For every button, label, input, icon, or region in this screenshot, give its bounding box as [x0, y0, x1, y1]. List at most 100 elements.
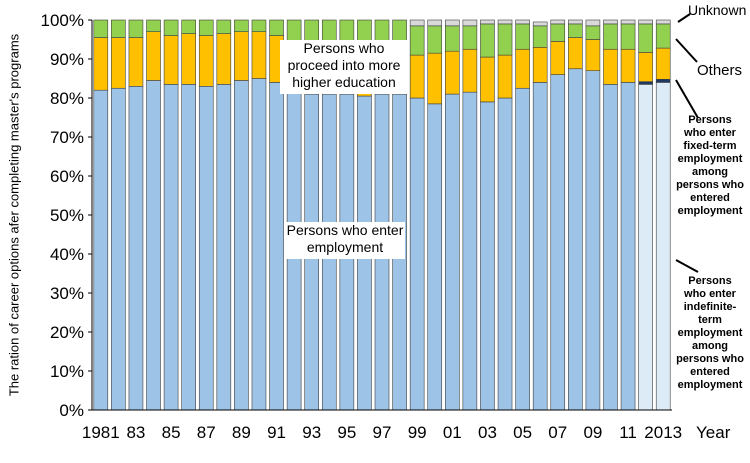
x-tick-label: 85	[162, 423, 181, 442]
bar-unknown-03	[480, 19, 495, 25]
higher-education-label-text: Persons who proceed into more higher edu…	[287, 40, 401, 90]
bar-others-86	[181, 19, 196, 34]
bar-others-84	[146, 19, 161, 32]
x-tick-label: 01	[443, 423, 462, 442]
bar-unknown-04	[497, 19, 513, 25]
bar-higher-11	[620, 48, 636, 83]
employment-label-text: Persons who enter employment	[286, 222, 404, 255]
arrow-indefinite-term	[675, 259, 699, 273]
bar-others-05	[515, 23, 530, 50]
y-tick-label: 0%	[59, 401, 84, 420]
bar-others-99	[409, 25, 425, 56]
bar-indef-90	[251, 78, 267, 411]
x-tick-label: 99	[408, 423, 427, 442]
bar-others-87	[198, 19, 214, 36]
bar-others-85	[163, 19, 179, 36]
x-tick-label: 03	[478, 423, 497, 442]
bar-indef-08	[568, 68, 583, 411]
bar-indef-11	[620, 82, 636, 411]
indefinite-term-label: Persons who enter indefinite-term employ…	[676, 275, 744, 392]
y-ticks-group: 0% 10% 20% 30% 40% 50% 60% 70% 80% 90% 100%	[41, 11, 92, 420]
bar-higher-2000	[427, 52, 443, 105]
bar-indef-85	[163, 84, 179, 411]
bar-higher-90	[251, 31, 267, 79]
bar-others-11	[620, 23, 636, 50]
bar-higher-01	[444, 50, 460, 95]
bar-others-83	[128, 19, 144, 38]
unknown-label-text: Unknown	[688, 2, 747, 18]
bar-others-03	[480, 23, 495, 58]
bar-others-08	[568, 23, 583, 38]
bar-higher-86	[181, 33, 196, 85]
bar-indef-82	[111, 87, 126, 411]
bar-others-1981	[93, 19, 109, 38]
x-ticks-group: 1981 83 85 87 89 91 93 95 97 99 01 03 05 07 09 11 2013	[82, 423, 682, 442]
bar-others-10	[603, 23, 618, 50]
bar-higher-82	[111, 37, 126, 89]
bar-others-2000	[427, 25, 443, 54]
bar-higher-09	[585, 39, 601, 72]
bar-higher-99	[409, 54, 425, 99]
bar-indef-99	[409, 97, 425, 411]
employment-label: Persons who enter employment	[285, 222, 405, 259]
bar-indef-89	[234, 80, 249, 411]
x-tick-label: 89	[232, 423, 251, 442]
bar-higher-83	[128, 37, 144, 87]
bar-others-06	[532, 25, 548, 48]
bar-others-12	[638, 23, 653, 53]
higher-education-label: Persons who proceed into more higher edu…	[280, 40, 408, 94]
bar-indef-03	[480, 101, 495, 411]
bar-higher-06	[532, 46, 548, 83]
x-axis-title: Year	[696, 423, 731, 442]
annotation-arrows	[675, 13, 699, 273]
x-tick-label: 83	[126, 423, 145, 442]
bar-higher-12	[638, 52, 653, 82]
bar-unknown-01	[444, 19, 460, 27]
bar-higher-85	[163, 35, 179, 85]
bar-higher-89	[234, 31, 249, 81]
bar-others-07	[550, 23, 566, 42]
bar-unknown-02	[462, 19, 478, 27]
bar-indef-10	[603, 84, 618, 411]
bar-indef-2013	[655, 82, 671, 411]
fixed-term-label-text: Persons who enter fixed-term employment …	[676, 114, 744, 217]
bar-higher-87	[198, 35, 214, 87]
bars-group	[93, 19, 671, 411]
y-tick-label: 70%	[50, 128, 84, 147]
bar-unknown-05	[515, 19, 530, 25]
bar-others-90	[251, 19, 267, 32]
y-tick-label: 30%	[50, 284, 84, 303]
bar-others-82	[111, 19, 126, 38]
indefinite-term-label-text: Persons who enter indefinite-term employ…	[676, 275, 744, 391]
bar-higher-02	[462, 48, 478, 93]
y-tick-label: 90%	[50, 50, 84, 69]
bar-unknown-10	[603, 19, 618, 25]
bar-indef-05	[515, 87, 530, 411]
y-tick-label: 40%	[50, 245, 84, 264]
bar-higher-03	[480, 56, 495, 103]
x-tick-label: 95	[337, 423, 356, 442]
y-tick-label: 80%	[50, 89, 84, 108]
bar-others-01	[444, 25, 460, 52]
x-tick-label: 05	[513, 423, 532, 442]
bar-higher-05	[515, 48, 530, 89]
bar-higher-04	[497, 54, 513, 99]
y-tick-label: 50%	[50, 206, 84, 225]
bar-others-02	[462, 25, 478, 50]
arrow-others	[675, 38, 698, 63]
x-tick-label: 93	[302, 423, 321, 442]
bar-indef-04	[497, 97, 513, 411]
bar-unknown-09	[585, 19, 601, 27]
bar-unknown-12	[638, 19, 653, 25]
bar-others-89	[234, 19, 249, 32]
bar-indef-84	[146, 80, 161, 411]
bar-indef-1981	[93, 89, 109, 411]
bar-unknown-2000	[427, 19, 443, 27]
bar-indef-01	[444, 93, 460, 411]
bar-others-2013	[655, 23, 671, 49]
bar-unknown-99	[409, 19, 425, 27]
bar-fixed-2013	[655, 78, 671, 83]
bar-indef-02	[462, 91, 478, 411]
others-label-text: Others	[697, 62, 743, 79]
